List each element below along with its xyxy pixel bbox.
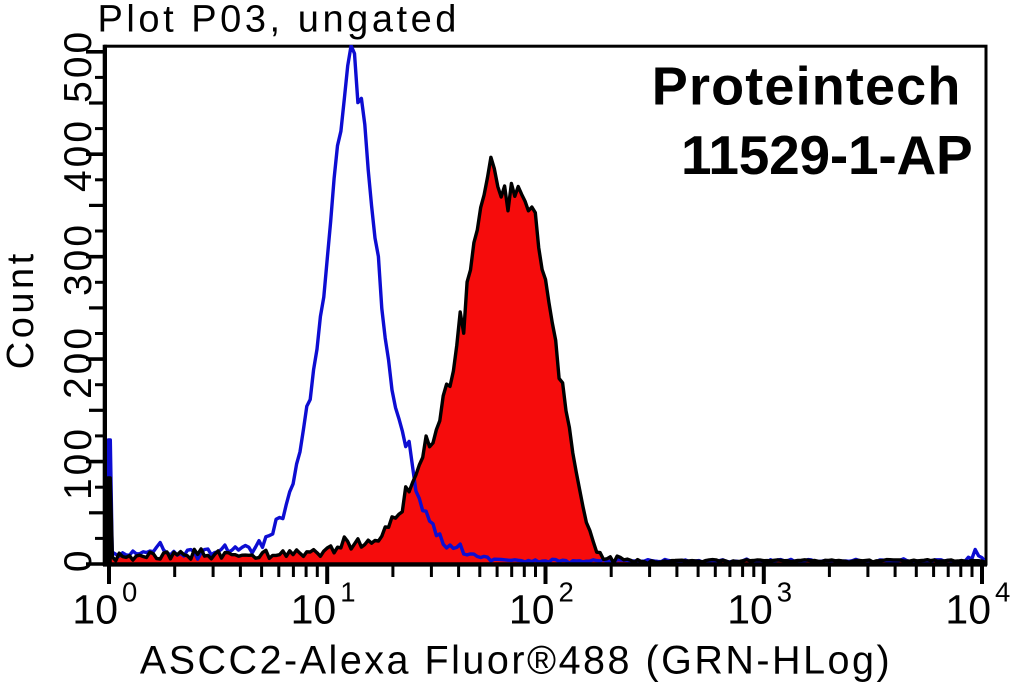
svg-text:0: 0 <box>122 577 137 608</box>
svg-text:10: 10 <box>945 587 991 633</box>
svg-text:10: 10 <box>72 587 118 633</box>
svg-text:11529-1-AP: 11529-1-AP <box>681 124 973 186</box>
svg-text:500: 500 <box>57 29 100 103</box>
svg-text:10: 10 <box>509 587 555 633</box>
svg-text:0: 0 <box>57 547 100 572</box>
svg-text:10: 10 <box>291 587 337 633</box>
svg-text:1: 1 <box>340 577 355 608</box>
svg-text:200: 200 <box>57 325 100 399</box>
svg-text:Proteintech: Proteintech <box>652 57 962 117</box>
svg-text:Plot P03, ungated: Plot P03, ungated <box>98 0 460 41</box>
svg-text:Count: Count <box>0 250 42 369</box>
svg-text:ASCC2-Alexa Fluor®488 (GRN-HLo: ASCC2-Alexa Fluor®488 (GRN-HLog) <box>140 639 892 683</box>
svg-text:2: 2 <box>559 577 574 608</box>
svg-text:300: 300 <box>57 222 100 296</box>
svg-text:4: 4 <box>995 577 1010 608</box>
svg-text:3: 3 <box>777 577 792 608</box>
svg-text:10: 10 <box>727 587 773 633</box>
svg-text:100: 100 <box>57 426 100 500</box>
svg-text:400: 400 <box>57 118 100 192</box>
